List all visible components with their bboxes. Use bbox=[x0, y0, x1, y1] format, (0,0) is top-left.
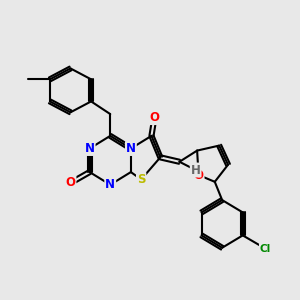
Text: N: N bbox=[105, 178, 115, 191]
Text: O: O bbox=[65, 176, 76, 190]
Text: S: S bbox=[137, 173, 146, 186]
Text: N: N bbox=[85, 142, 94, 155]
Text: Cl: Cl bbox=[260, 244, 271, 254]
Text: N: N bbox=[126, 142, 136, 155]
Text: O: O bbox=[194, 169, 204, 182]
Text: H: H bbox=[191, 164, 201, 176]
Text: O: O bbox=[149, 111, 159, 124]
